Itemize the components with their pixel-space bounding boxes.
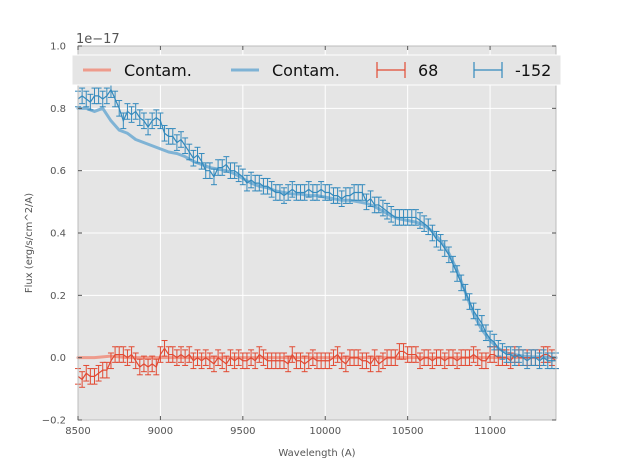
- legend-entry-3: -152: [473, 61, 551, 80]
- y-tick-label: 0.0: [50, 353, 66, 364]
- legend-entry-1: Contam.: [231, 61, 340, 80]
- legend-label: 68: [418, 61, 438, 80]
- legend-label: Contam.: [124, 61, 192, 80]
- x-tick-label: 9500: [230, 426, 255, 437]
- series-2: [75, 340, 559, 388]
- tick-labels: 8500 9000 9500 10000 10500 11000 −0.2 0.0 0.2 0.4…: [42, 42, 506, 438]
- y-tick-label: 0.4: [50, 229, 66, 240]
- y-tick-label: −0.2: [42, 416, 66, 427]
- tick-marks: [77, 45, 556, 421]
- y-tick-label: 0.8: [50, 104, 66, 115]
- x-axis-title: Wavelength (A): [278, 448, 355, 459]
- y-tick-label: 0.6: [50, 166, 66, 177]
- y-tick-label: 0.2: [50, 291, 66, 302]
- y-tick-label: 1.0: [50, 42, 66, 53]
- y-axis-offset-label: 1e−17: [76, 32, 120, 47]
- x-tick-label: 11000: [474, 426, 506, 437]
- legend-entry-0: Contam.: [83, 61, 192, 80]
- legend: Contam. Contam. 68 -152: [71, 54, 562, 86]
- x-tick-label: 9000: [148, 426, 173, 437]
- x-tick-label: 10000: [309, 426, 341, 437]
- x-tick-label: 8500: [65, 426, 90, 437]
- x-tick-label: 10500: [392, 426, 424, 437]
- legend-label: Contam.: [272, 61, 340, 80]
- series-layer: [75, 45, 559, 421]
- series-3: [75, 81, 559, 370]
- legend-entry-2: 68: [376, 61, 438, 80]
- legend-label: -152: [515, 61, 551, 80]
- y-axis-title: Flux (erg/s/cm^2/A): [24, 193, 35, 293]
